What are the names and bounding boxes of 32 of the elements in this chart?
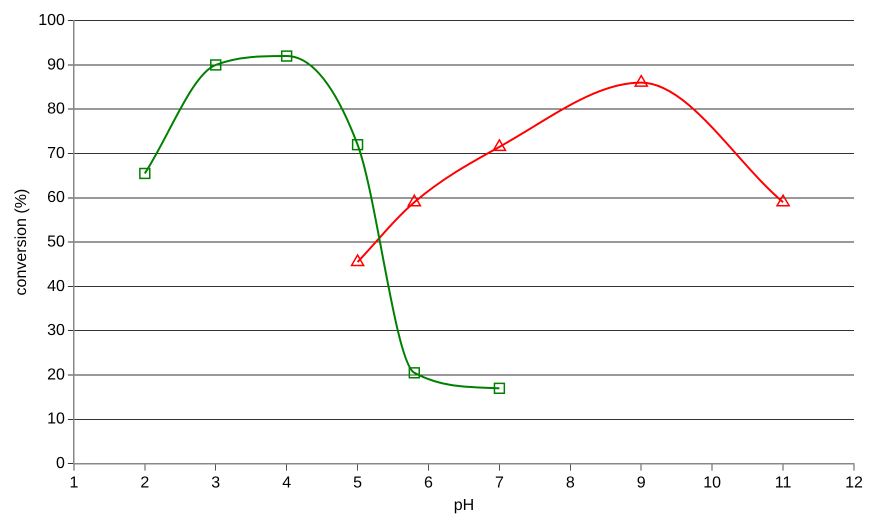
y-tick-label: 10 — [47, 410, 65, 428]
y-tick-label: 100 — [38, 12, 65, 30]
x-tick-label: 4 — [282, 474, 292, 492]
x-tick-label: 3 — [211, 474, 220, 492]
y-tick-label: 30 — [47, 322, 65, 340]
y-tick-label: 80 — [47, 100, 65, 118]
y-tick-label: 0 — [56, 455, 65, 472]
y-tick-label: 90 — [47, 56, 65, 74]
x-tick-label: 6 — [424, 474, 434, 492]
x-tick-label: 2 — [140, 474, 150, 492]
x-tick-label: 8 — [566, 474, 575, 492]
x-tick-label: 12 — [845, 474, 863, 492]
x-tick-label: 5 — [353, 474, 362, 492]
x-axis-title: pH — [454, 496, 474, 514]
point — [492, 139, 506, 152]
x-tick-label: 10 — [703, 474, 722, 492]
point — [494, 382, 506, 394]
point — [210, 59, 222, 71]
x-tick-label: 9 — [636, 474, 646, 492]
y-tick-label: 70 — [47, 144, 65, 162]
x-tick-label: 7 — [494, 474, 504, 492]
x-tick-label: 1 — [69, 474, 78, 492]
y-tick-label: 60 — [47, 189, 65, 206]
point — [408, 367, 420, 378]
point — [352, 138, 364, 150]
x-tick-label: 11 — [774, 474, 792, 492]
point — [280, 50, 292, 62]
y-tick-label: 50 — [47, 234, 65, 251]
y-tick-label: 20 — [47, 366, 65, 384]
point — [139, 168, 151, 180]
y-axis-title: conversion (%) — [13, 188, 30, 296]
y-tick-label: 40 — [47, 278, 65, 295]
